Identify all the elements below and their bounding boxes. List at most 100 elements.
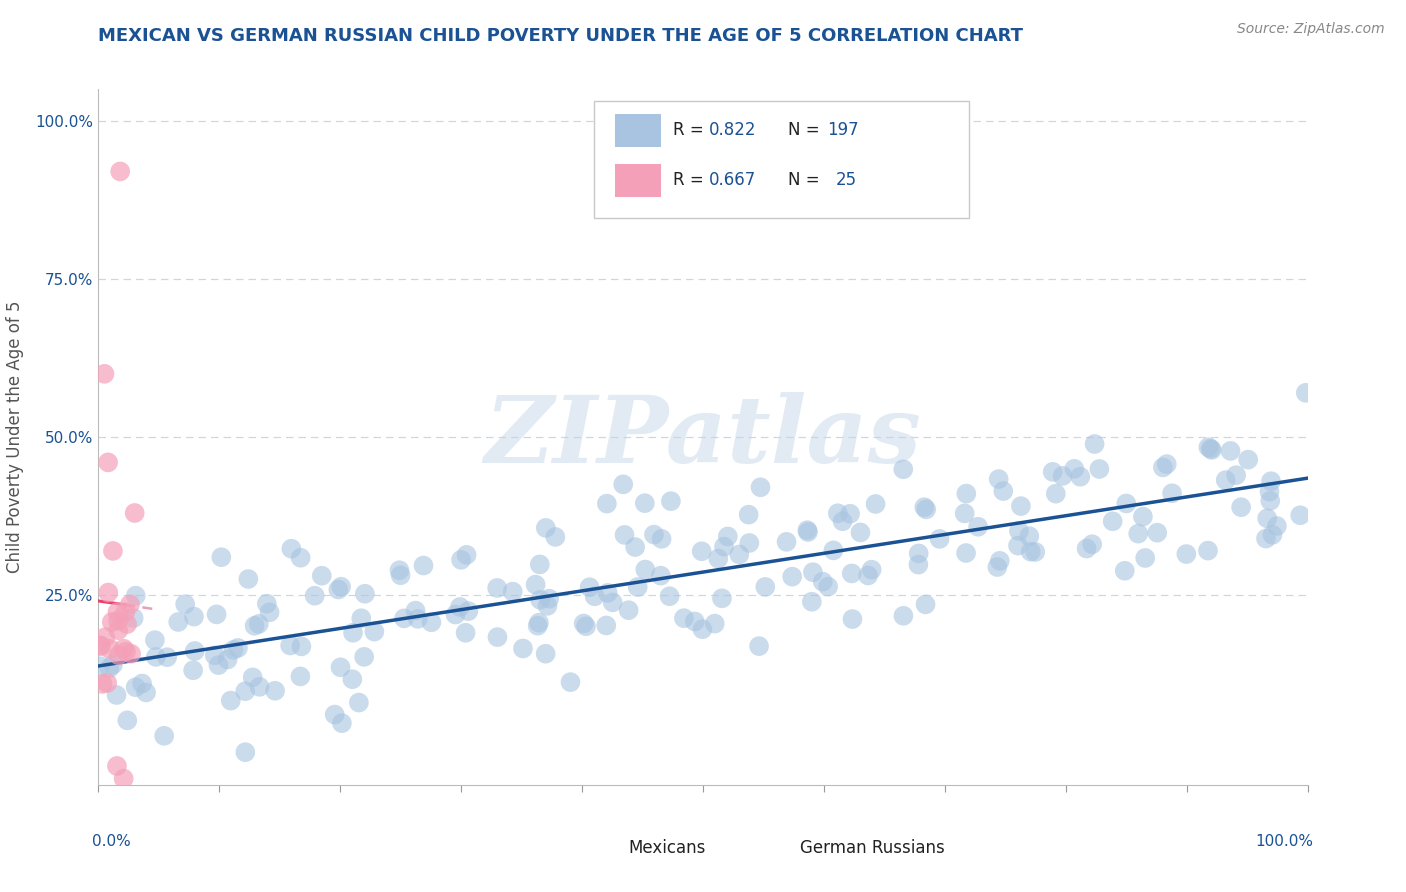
Text: N =: N = [787, 171, 824, 189]
Point [233, 745, 256, 759]
Point [748, 639, 770, 653]
Point [174, 597, 197, 611]
Point [849, 525, 872, 540]
Point [703, 616, 725, 631]
Point [94, 630, 117, 644]
Point [350, 611, 373, 625]
Point [107, 614, 129, 628]
Point [986, 560, 1008, 574]
Point [89, 659, 111, 673]
Point [1261, 528, 1284, 542]
Point [643, 527, 665, 541]
Point [184, 644, 207, 658]
Point [1007, 539, 1029, 553]
Point [538, 591, 561, 606]
Point [1101, 514, 1123, 528]
Point [412, 558, 434, 573]
Point [96, 676, 118, 690]
Point [330, 716, 353, 731]
Point [256, 597, 278, 611]
Point [105, 759, 128, 773]
Point [596, 497, 619, 511]
Point [993, 484, 1015, 499]
Point [658, 589, 681, 603]
Point [330, 580, 353, 594]
Point [209, 550, 232, 565]
Point [249, 680, 271, 694]
Point [865, 497, 887, 511]
Point [122, 611, 145, 625]
Point [967, 520, 990, 534]
Text: 100.0%: 100.0% [1256, 834, 1313, 848]
Point [1045, 486, 1067, 500]
Point [280, 541, 302, 556]
Point [526, 618, 548, 632]
Point [831, 514, 853, 528]
Point [1199, 442, 1222, 456]
Point [145, 649, 167, 664]
Point [544, 530, 567, 544]
Point [823, 543, 845, 558]
Point [167, 615, 190, 629]
Point [1175, 547, 1198, 561]
Point [529, 558, 551, 572]
Point [456, 548, 478, 562]
Point [124, 680, 146, 694]
Point [204, 648, 226, 663]
Point [217, 652, 239, 666]
Point [1237, 452, 1260, 467]
Point [800, 595, 823, 609]
Point [131, 676, 153, 690]
Point [1197, 543, 1219, 558]
Point [389, 568, 412, 582]
Point [749, 480, 772, 494]
Text: German Russians: German Russians [800, 838, 945, 856]
Point [1084, 437, 1107, 451]
Point [754, 580, 776, 594]
Point [817, 580, 839, 594]
Point [1081, 537, 1104, 551]
Text: ZIPatlas: ZIPatlas [485, 392, 921, 482]
Point [841, 566, 863, 581]
Point [578, 580, 600, 594]
Point [1008, 524, 1031, 538]
Point [502, 584, 524, 599]
Point [1230, 500, 1253, 515]
Point [928, 532, 950, 546]
Text: R =: R = [672, 121, 709, 139]
Point [205, 607, 228, 622]
Point [207, 658, 229, 673]
Point [233, 684, 256, 698]
Point [1128, 526, 1150, 541]
Point [342, 672, 364, 686]
Point [1146, 525, 1168, 540]
Point [1063, 462, 1085, 476]
Point [98, 661, 121, 675]
Point [624, 540, 647, 554]
Point [583, 590, 606, 604]
Point [353, 649, 375, 664]
Point [290, 640, 312, 654]
Point [115, 645, 138, 659]
Point [112, 772, 135, 786]
Point [242, 670, 264, 684]
Point [107, 648, 129, 663]
Point [1076, 541, 1098, 556]
Point [1258, 484, 1281, 499]
Point [613, 528, 636, 542]
Point [914, 598, 936, 612]
Point [1135, 551, 1157, 566]
Point [612, 477, 634, 491]
Point [634, 496, 657, 510]
Point [1260, 474, 1282, 488]
Point [717, 529, 740, 543]
Point [311, 568, 333, 582]
Point [388, 563, 411, 577]
Point [101, 657, 124, 672]
FancyBboxPatch shape [595, 101, 969, 218]
Point [1295, 385, 1317, 400]
Point [1152, 460, 1174, 475]
Point [527, 615, 550, 630]
Point [347, 696, 370, 710]
Point [955, 546, 977, 560]
